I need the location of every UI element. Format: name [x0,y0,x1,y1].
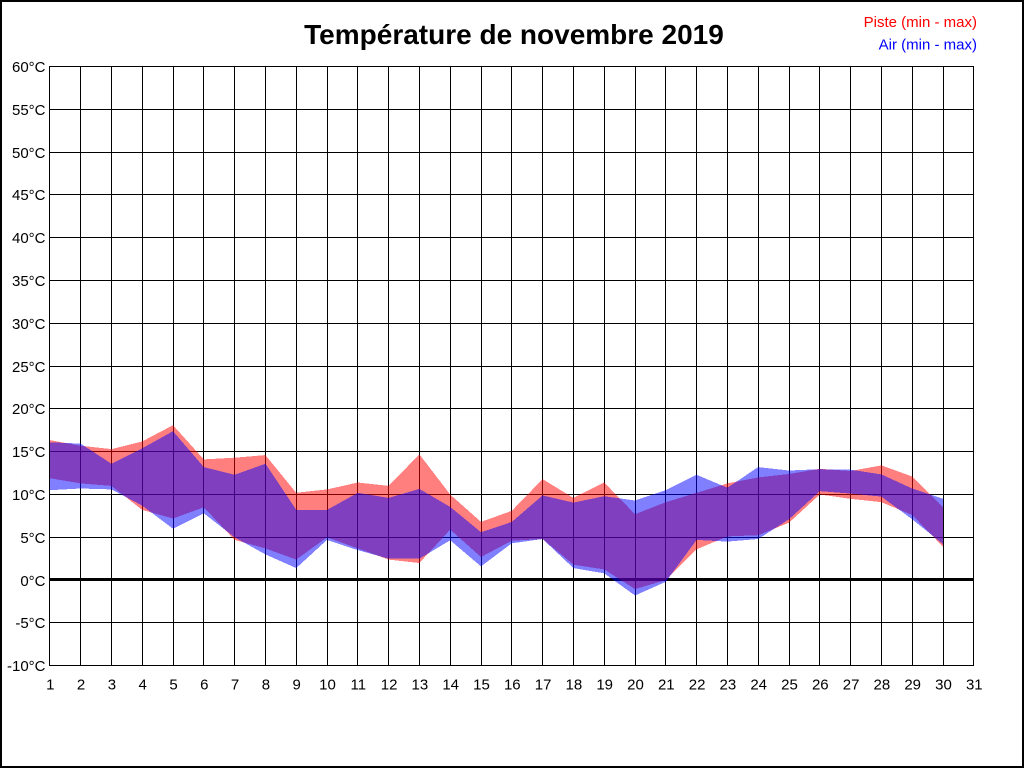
svg-text:6: 6 [200,677,208,694]
svg-text:22: 22 [689,677,706,694]
svg-text:2: 2 [77,677,85,694]
svg-text:20°C: 20°C [12,401,46,418]
svg-text:4: 4 [139,677,147,694]
svg-text:29: 29 [904,677,921,694]
svg-text:50°C: 50°C [12,145,46,162]
svg-text:31: 31 [966,677,983,694]
svg-text:3: 3 [108,677,116,694]
svg-text:30: 30 [935,677,952,694]
svg-text:35°C: 35°C [12,273,46,290]
svg-text:15: 15 [473,677,490,694]
svg-text:13: 13 [412,677,429,694]
svg-text:28: 28 [874,677,891,694]
svg-text:26: 26 [812,677,829,694]
svg-text:5: 5 [169,677,177,694]
svg-text:1: 1 [46,677,54,694]
svg-text:0°C: 0°C [20,573,45,590]
svg-text:55°C: 55°C [12,102,46,119]
svg-text:20: 20 [627,677,644,694]
svg-text:Air (min - max): Air (min - max) [879,37,977,54]
svg-text:11: 11 [351,677,367,694]
svg-text:14: 14 [442,677,459,694]
svg-text:45°C: 45°C [12,187,46,204]
svg-text:60°C: 60°C [12,59,46,76]
svg-text:-5°C: -5°C [15,615,45,632]
svg-text:Piste (min - max): Piste (min - max) [864,14,977,31]
svg-text:23: 23 [720,677,737,694]
svg-text:7: 7 [231,677,239,694]
svg-text:8: 8 [262,677,270,694]
svg-text:25°C: 25°C [12,359,46,376]
svg-text:5°C: 5°C [20,530,45,547]
svg-text:-10°C: -10°C [7,658,46,675]
svg-text:40°C: 40°C [12,230,46,247]
svg-text:15°C: 15°C [12,444,46,461]
svg-text:10°C: 10°C [12,487,46,504]
svg-text:21: 21 [658,677,675,694]
svg-text:25: 25 [781,677,798,694]
svg-text:18: 18 [566,677,583,694]
svg-text:24: 24 [750,677,767,694]
svg-text:17: 17 [535,677,552,694]
svg-text:10: 10 [319,677,336,694]
svg-text:30°C: 30°C [12,316,46,333]
svg-text:Température de novembre 2019: Température de novembre 2019 [304,19,724,50]
svg-text:12: 12 [381,677,398,694]
svg-text:16: 16 [504,677,521,694]
svg-text:19: 19 [596,677,613,694]
svg-text:27: 27 [843,677,860,694]
svg-text:9: 9 [293,677,301,694]
